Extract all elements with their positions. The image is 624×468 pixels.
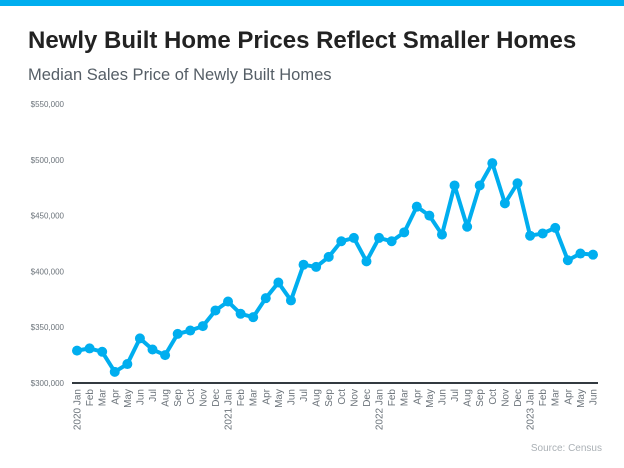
x-tick-label: Mar	[551, 388, 562, 406]
data-point	[588, 249, 598, 260]
x-tick-label: Mar	[400, 388, 411, 406]
data-point	[134, 333, 145, 344]
x-tick-label: Dec	[211, 389, 222, 407]
x-tick-label: Sep	[475, 389, 486, 407]
data-point	[374, 232, 385, 243]
data-point	[172, 328, 183, 339]
x-tick-label: Jun	[286, 389, 297, 405]
x-tick-label: Apr	[261, 388, 272, 404]
data-point	[361, 256, 372, 267]
source-note: Source: Census	[530, 443, 602, 454]
data-point	[512, 178, 523, 189]
data-point	[260, 293, 271, 304]
x-tick-label: Dec	[362, 389, 373, 407]
x-tick-label: Oct	[186, 389, 197, 405]
y-tick-label: $450,000	[31, 212, 65, 221]
x-tick-label: Nov	[349, 389, 360, 407]
x-tick-label: 2023 Jan	[526, 389, 537, 430]
data-point	[273, 277, 284, 288]
data-point	[499, 198, 510, 209]
data-point	[562, 255, 573, 266]
x-tick-label: Sep	[324, 389, 335, 407]
data-point	[210, 305, 221, 316]
x-tick-label: Mar	[249, 388, 260, 406]
x-tick-label: Feb	[85, 389, 96, 407]
x-tick-label: Jun	[135, 389, 146, 405]
data-point	[575, 248, 586, 259]
data-point	[248, 312, 259, 323]
data-point	[386, 236, 397, 247]
data-point	[285, 295, 296, 306]
x-tick-label: Dec	[513, 389, 524, 407]
data-point	[537, 228, 548, 239]
data-point	[449, 180, 460, 191]
data-point	[298, 259, 309, 270]
data-point	[525, 230, 536, 241]
x-tick-label: May	[123, 389, 134, 408]
data-point	[147, 344, 158, 355]
data-point	[424, 210, 435, 221]
data-point	[487, 158, 498, 169]
data-point	[436, 229, 447, 240]
y-tick-label: $500,000	[31, 156, 65, 165]
x-tick-label: Oct	[488, 389, 499, 405]
x-tick-label: Jul	[148, 389, 159, 402]
x-tick-label: Apr	[412, 388, 423, 404]
data-point	[235, 308, 246, 319]
data-point	[197, 321, 208, 332]
x-tick-label: Oct	[337, 389, 348, 405]
y-tick-label: $300,000	[31, 379, 65, 388]
x-tick-label: Feb	[538, 389, 549, 407]
y-tick-label: $350,000	[31, 323, 65, 332]
data-point	[97, 346, 108, 357]
data-point	[122, 359, 133, 370]
data-point	[462, 221, 473, 232]
x-tick-label: May	[425, 389, 436, 408]
data-point	[223, 296, 234, 307]
x-tick-label: Aug	[463, 389, 474, 407]
x-tick-label: Jul	[450, 389, 461, 402]
x-tick-label: 2021 Jan	[224, 389, 235, 430]
data-point	[411, 201, 422, 212]
data-point	[84, 343, 95, 354]
data-point	[160, 350, 171, 361]
data-point	[550, 222, 561, 233]
x-tick-label: Feb	[236, 389, 247, 407]
x-tick-label: 2022 Jan	[375, 389, 386, 430]
data-point	[72, 345, 82, 356]
x-tick-label: Apr	[110, 388, 121, 404]
x-tick-label: Sep	[173, 389, 184, 407]
x-tick-label: May	[576, 389, 587, 408]
data-point	[336, 236, 347, 247]
chart-subtitle: Median Sales Price of Newly Built Homes	[28, 66, 332, 84]
x-tick-label: Mar	[98, 388, 109, 406]
data-point	[185, 325, 196, 336]
y-tick-label: $400,000	[31, 267, 65, 276]
x-tick-label: Aug	[312, 389, 323, 407]
x-tick-label: Apr	[563, 388, 574, 404]
x-tick-label: Nov	[198, 389, 209, 407]
y-tick-label: $550,000	[31, 100, 65, 109]
x-tick-label: Aug	[161, 389, 172, 407]
data-point	[109, 366, 120, 377]
x-tick-label: Jul	[299, 389, 310, 402]
x-tick-label: May	[274, 389, 285, 408]
top-accent-bar	[0, 0, 624, 6]
data-point	[474, 180, 485, 191]
data-point	[348, 232, 359, 243]
data-point	[323, 251, 334, 262]
x-tick-label: Jun	[589, 389, 600, 405]
series-line	[76, 161, 594, 374]
x-tick-label: 2020 Jan	[73, 389, 84, 430]
x-tick-label: Nov	[500, 389, 511, 407]
chart-title: Newly Built Home Prices Reflect Smaller …	[28, 27, 577, 54]
x-tick-label: Feb	[387, 389, 398, 407]
data-point	[311, 261, 322, 272]
data-point	[399, 227, 410, 238]
x-tick-label: Jun	[437, 389, 448, 405]
